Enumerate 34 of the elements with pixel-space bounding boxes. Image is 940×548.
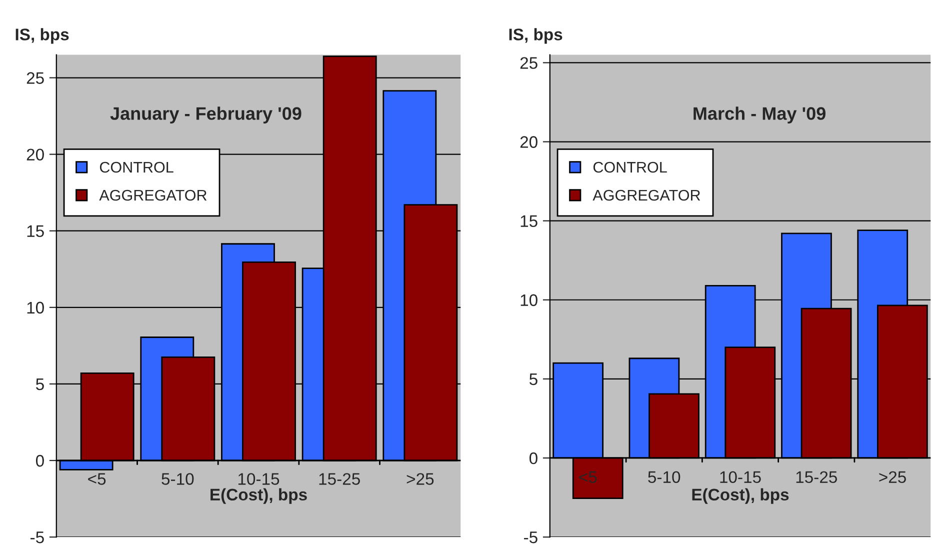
x-tick-label: 10-15 [238,473,280,485]
y-tick-label: 20 [26,148,44,161]
x-axis-title: E(Cost), bps [210,488,307,504]
text: January - February '09 [110,106,302,124]
y-axis-title: IS, bps [509,28,562,44]
legend-label: AGGREGATOR [99,190,207,201]
y-tick-label: 15 [27,225,44,238]
y-tick-label: 5 [529,374,538,386]
y-tick-label: 20 [520,136,538,148]
x-tick-label: >25 [406,473,434,485]
y-tick-label: -5 [524,532,538,544]
y-tick-label: 10 [520,294,538,306]
x-tick-label: 10-15 [720,471,761,484]
y-tick-label: 0 [36,454,44,467]
y-tick-label: 25 [520,57,538,69]
y-tick-label: -5 [30,532,44,544]
y-tick-label: 15 [520,215,538,228]
x-tick-label: >25 [879,471,906,484]
text: March - May '09 [694,106,826,124]
y-tick-label: 0 [529,452,538,464]
y-tick-label: 10 [27,302,44,314]
x-tick-label: 5-10 [162,473,194,485]
x-tick-label: 15-25 [319,473,360,485]
legend-label: CONTROL [100,162,174,173]
x-axis-title: E(Cost), bps [692,488,789,504]
y-tick-label: 5 [36,378,44,390]
x-tick-label: 15-25 [796,471,838,484]
x-tick-label: 5-10 [648,471,680,484]
legend-label: AGGREGATOR [592,190,700,201]
y-axis-title: IS, bps [16,28,69,44]
x-tick-label: <5 [579,471,597,484]
x-tick-label: <5 [88,473,106,485]
y-tick-label: 25 [26,72,44,84]
legend-label: CONTROL [593,162,667,173]
